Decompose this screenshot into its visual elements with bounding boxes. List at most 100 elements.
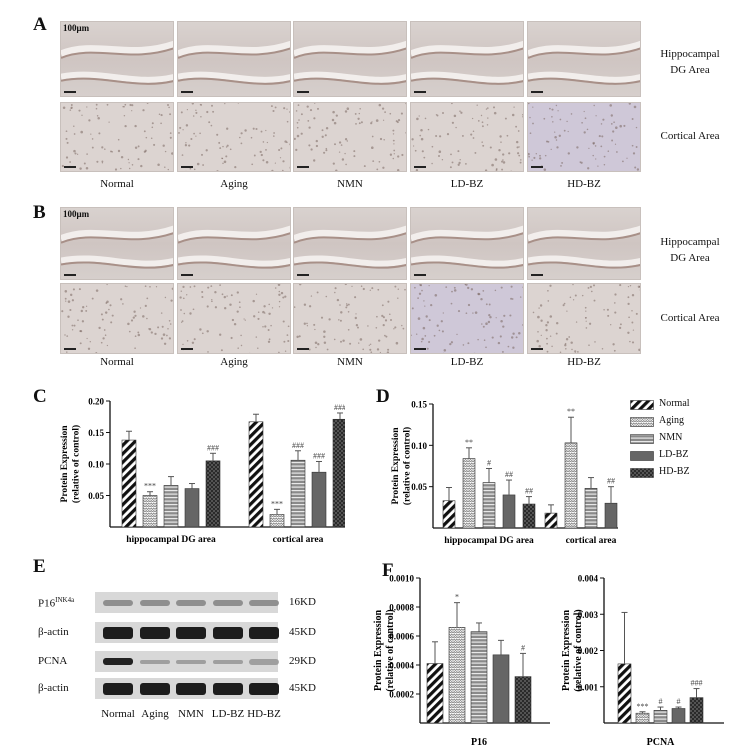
nucleus-dot [314, 103, 316, 104]
panel-label-b: B [33, 202, 46, 223]
nucleus-dot [237, 103, 239, 104]
nucleus-dot [381, 314, 384, 318]
nucleus-dot [221, 293, 224, 296]
nucleus-dot [532, 106, 534, 108]
nucleus-dot [472, 130, 475, 133]
nucleus-dot [619, 124, 622, 128]
nucleus-dot [539, 304, 543, 307]
nucleus-dot [191, 341, 195, 344]
nucleus-dot [382, 119, 385, 121]
nucleus-dot [130, 319, 134, 322]
nucleus-dot [482, 144, 485, 147]
y-axis-label-line1: Protein Expression [373, 610, 384, 691]
nucleus-dot [140, 164, 143, 168]
nucleus-dot [249, 352, 251, 353]
nucleus-dot [71, 299, 75, 302]
nucleus-dot [340, 311, 343, 314]
nucleus-dot [369, 348, 372, 351]
nucleus-dot [570, 341, 573, 344]
nucleus-dot [600, 145, 603, 148]
nucleus-dot [574, 350, 577, 353]
nucleus-dot [257, 347, 259, 349]
nucleus-dot [206, 110, 209, 114]
nucleus-dot [397, 297, 399, 299]
nucleus-dot [538, 345, 541, 348]
nucleus-dot [219, 284, 221, 286]
group-label: Normal [100, 178, 134, 190]
scale-bar [181, 166, 193, 168]
nucleus-dot [395, 120, 398, 123]
nucleus-dot [244, 319, 246, 321]
nucleus-dot [423, 156, 426, 159]
y-axis-label: Protein Expression (relative of control) [373, 609, 396, 691]
nucleus-dot [481, 323, 483, 325]
nucleus-dot [390, 319, 392, 321]
nucleus-dot [240, 334, 242, 337]
nucleus-dot [545, 329, 548, 332]
nucleus-dot [414, 286, 416, 289]
nucleus-dot [222, 145, 224, 148]
nucleus-dot [160, 122, 162, 125]
nucleus-dot [225, 146, 228, 148]
nucleus-dot [124, 124, 127, 128]
nucleus-dot [389, 313, 391, 315]
scale-bar [64, 166, 76, 168]
nucleus-dot [431, 145, 434, 148]
nucleus-dot [569, 296, 572, 299]
nucleus-dot [485, 108, 488, 110]
nucleus-dot [332, 110, 335, 114]
nucleus-dot [393, 328, 395, 330]
nucleus-dot [244, 129, 247, 132]
nucleus-dot [381, 304, 384, 307]
nucleus-dot [262, 159, 265, 162]
bar [442, 500, 456, 529]
nucleus-dot [585, 316, 587, 319]
nucleus-dot [631, 341, 635, 344]
blot-kd-label: 45KD [289, 626, 316, 638]
legend-swatch [630, 468, 654, 478]
nucleus-dot [353, 155, 356, 158]
nucleus-dot [267, 329, 270, 331]
nucleus-dot [513, 106, 515, 108]
scale-bar [297, 91, 309, 93]
nucleus-dot [563, 302, 566, 305]
blot-kd-label: 45KD [289, 682, 316, 694]
significance-label: ### [292, 441, 304, 450]
nucleus-dot [70, 104, 73, 106]
nucleus-dot [221, 157, 224, 160]
nucleus-dot [415, 333, 418, 335]
blot-band [140, 626, 170, 639]
nucleus-dot [421, 289, 423, 292]
nucleus-dot [214, 306, 218, 309]
nucleus-dot [423, 300, 425, 302]
nucleus-dot [545, 324, 548, 327]
nucleus-dot [201, 290, 204, 294]
nucleus-dot [189, 286, 192, 288]
nucleus-dot [346, 303, 348, 305]
significance-label: ### [691, 679, 703, 688]
nucleus-dot [102, 337, 105, 340]
nucleus-dot [428, 319, 431, 322]
nucleus-dot [266, 141, 269, 144]
nucleus-dot [286, 108, 288, 110]
significance-label: *** [637, 702, 649, 711]
nucleus-dot [199, 352, 200, 353]
nucleus-dot [595, 158, 597, 160]
nucleus-dot [615, 126, 618, 129]
nucleus-dot [566, 120, 568, 123]
nucleus-dot [502, 325, 505, 328]
nucleus-dot [389, 153, 393, 156]
nucleus-dot [100, 341, 103, 344]
blot-row-label: β-actin [38, 682, 69, 694]
nucleus-dot [108, 308, 110, 311]
nucleus-dot [440, 320, 443, 323]
y-axis-label-line2: (relative of control) [573, 609, 584, 691]
nucleus-dot [587, 167, 590, 170]
nucleus-dot [570, 113, 573, 115]
dentate-gyrus-layer [61, 71, 173, 83]
nucleus-dot [515, 125, 518, 128]
nucleus-dot [192, 115, 195, 117]
nucleus-dot [486, 107, 489, 109]
blot-band [176, 682, 206, 695]
nucleus-dot [308, 348, 311, 351]
